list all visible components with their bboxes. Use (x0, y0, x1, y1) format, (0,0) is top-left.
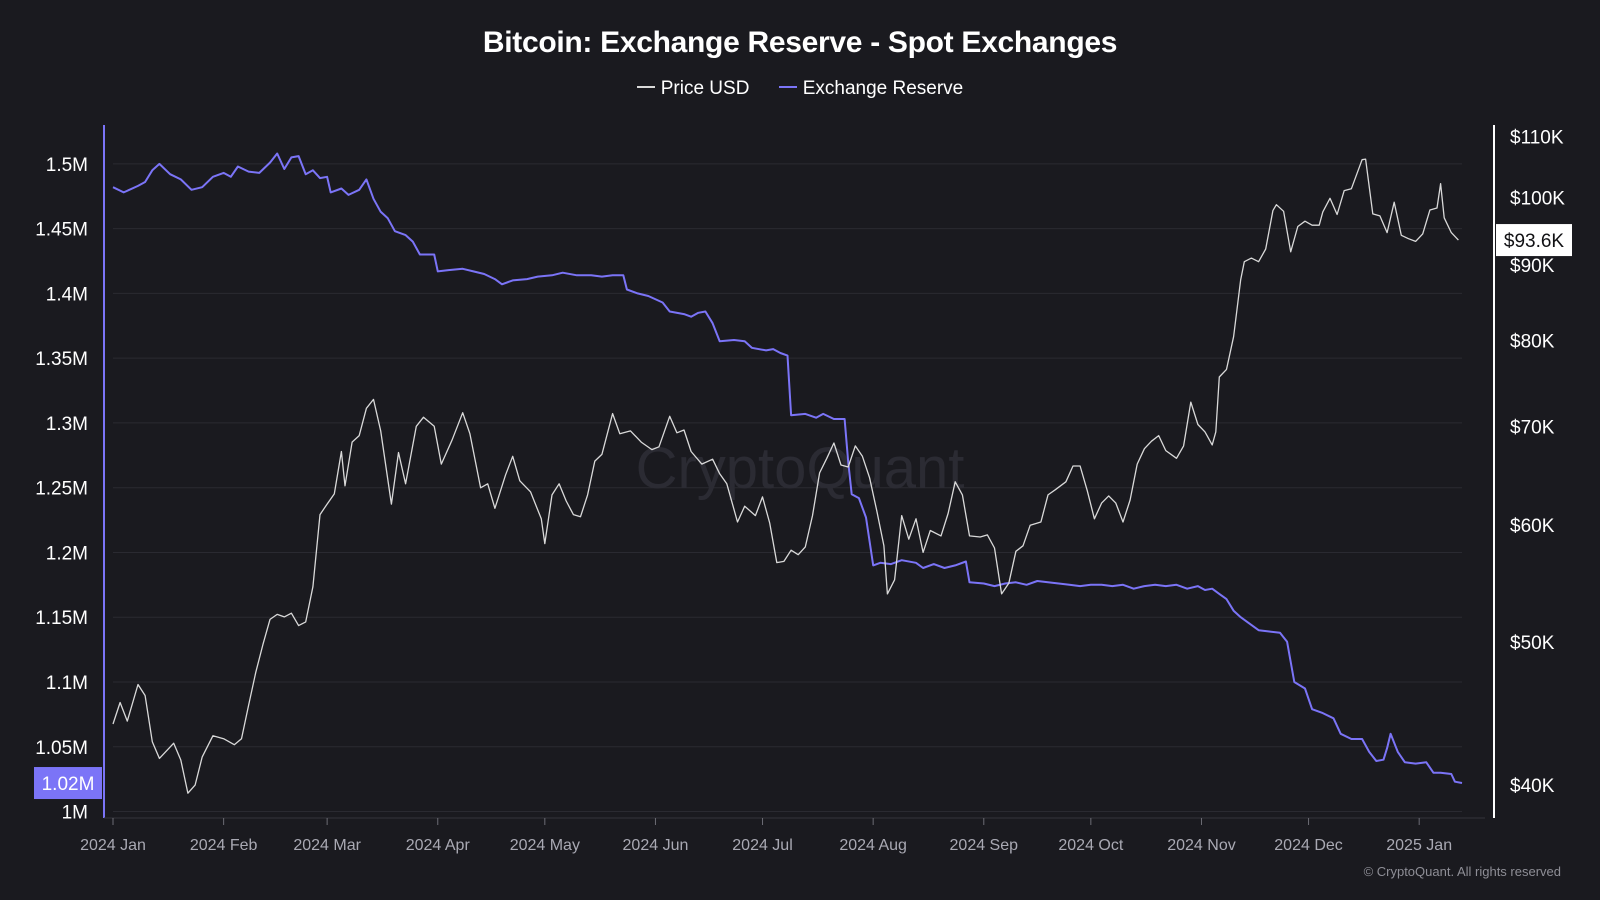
x-tick-label: 2024 Jan (80, 837, 146, 854)
series-lines (112, 152, 1463, 794)
right-tick-label: $100K (1510, 189, 1565, 210)
watermark: CryptoQuant (636, 436, 965, 501)
right-current-value-label: $93.6K (1504, 231, 1565, 252)
x-tick-label: 2024 May (510, 837, 580, 854)
x-axis-ticks: 2024 Jan 2024 Feb 2024 Mar 2024 Apr 2024 May… (80, 818, 1452, 854)
right-tick-label: $90K (1510, 256, 1555, 277)
left-tick-label: 1.1M (46, 673, 88, 694)
legend-swatch-exchange-reserve (778, 85, 797, 88)
right-tick-label: $40K (1510, 776, 1555, 797)
left-tick-label: 1.25M (35, 479, 88, 500)
right-tick-label: $110K (1510, 128, 1564, 149)
chart-title: Bitcoin: Exchange Reserve - Spot Exchang… (482, 26, 1118, 59)
left-current-value-label: 1.02M (42, 774, 95, 795)
x-tick-label: 2024 Mar (293, 837, 361, 854)
right-tick-label: $80K (1510, 332, 1555, 353)
left-tick-label: 1M (62, 803, 88, 824)
legend-item-exchange-reserve[interactable]: Exchange Reserve (778, 78, 964, 100)
left-tick-label: 1.4M (46, 284, 88, 305)
legend-label-price: Price USD (660, 78, 750, 99)
right-tick-label: $70K (1510, 417, 1555, 438)
x-tick-label: 2024 Dec (1274, 837, 1343, 854)
x-tick-label: 2024 Sep (950, 837, 1019, 854)
legend: Price USD Exchange Reserve (0, 78, 1600, 100)
left-current-value-badge (34, 767, 102, 800)
right-current-value-badge (1496, 224, 1572, 257)
right-tick-label: $50K (1510, 633, 1555, 654)
left-axis-ticks: 1.5M 1.45M 1.4M 1.35M 1.3M 1.25M 1.2M 1.15M 1.1M… (35, 155, 88, 824)
x-tick-label: 2024 Jun (623, 837, 689, 854)
x-tick-label: 2024 Nov (1167, 837, 1236, 854)
current-value-badges: 1.02M $93.6K (34, 224, 1572, 800)
x-tick-label: 2024 Oct (1058, 837, 1123, 854)
series-line-exchange-reserve (112, 152, 1463, 784)
x-tick-label: 2024 Aug (839, 837, 907, 854)
left-tick-label: 1.15M (35, 608, 88, 629)
x-tick-label: 2024 Feb (190, 837, 258, 854)
axes (103, 125, 1495, 819)
grid (113, 163, 1462, 813)
left-tick-label: 1.5M (46, 155, 88, 176)
right-axis-ticks: $110K $100K $90K $80K $70K $60K $50K $40K (1510, 128, 1565, 798)
left-tick-label: 1.35M (35, 349, 88, 370)
right-tick-label: $60K (1510, 516, 1555, 537)
x-tick-label: 2024 Jul (732, 837, 793, 854)
legend-swatch-price (636, 85, 655, 88)
series-line-price-usd (112, 158, 1459, 794)
x-tick-label: 2024 Apr (406, 837, 471, 854)
legend-label-exchange-reserve: Exchange Reserve (802, 78, 964, 99)
legend-item-price[interactable]: Price USD (636, 78, 750, 100)
copyright-text: © CryptoQuant. All rights reserved (1363, 864, 1561, 879)
left-tick-label: 1.05M (35, 738, 88, 759)
left-tick-label: 1.45M (35, 220, 88, 241)
left-tick-label: 1.3M (46, 414, 88, 435)
x-tick-label: 2025 Jan (1386, 837, 1452, 854)
left-tick-label: 1.2M (46, 543, 88, 564)
